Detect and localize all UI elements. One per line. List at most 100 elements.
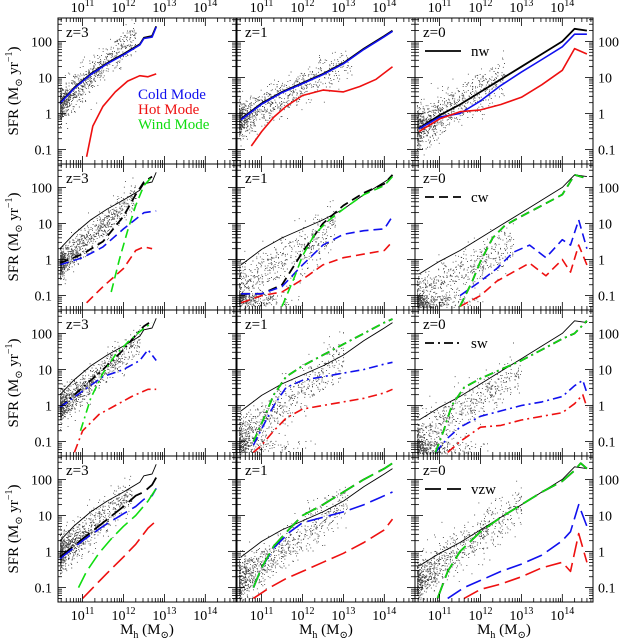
- y-tick-label-right: 0.1: [598, 436, 616, 451]
- panel-plot-area: [239, 318, 393, 456]
- series-cold-line: [240, 30, 393, 121]
- x-tick-label: 1012: [111, 606, 135, 624]
- x-tick-base: 10: [372, 609, 386, 624]
- panel-z-label: z=3: [66, 463, 89, 479]
- series-hot-line: [459, 244, 588, 308]
- x-tick-label: 1011: [428, 606, 452, 624]
- x-label-unit-sub: ⊙: [518, 630, 526, 640]
- panel-sw-2: z=0 sw 0.1 1 10 100: [414, 309, 619, 457]
- mode-legend-label: Hot Mode: [138, 102, 200, 118]
- x-tick-exponent: 11: [85, 0, 95, 9]
- x-tick-exponent: 14: [386, 606, 396, 617]
- x-tick-label: 1014: [193, 0, 217, 16]
- x-label-sub: h: [312, 630, 317, 640]
- y-tick-label: 0.1: [35, 144, 53, 159]
- y-tick-label-right: 100: [598, 35, 619, 50]
- model-legend-label: nw: [471, 44, 490, 60]
- series-nw_total-line: [59, 464, 157, 542]
- x-tick-base: 10: [152, 1, 166, 16]
- x-tick-base: 10: [550, 1, 564, 16]
- galaxy-points: [417, 223, 515, 310]
- x-tick-exponent: 13: [345, 606, 355, 617]
- x-label-sub: h: [133, 630, 138, 640]
- series-hot-line: [250, 66, 393, 147]
- y-label-unit: ): [6, 46, 22, 51]
- x-label-sub: h: [490, 630, 495, 640]
- series-cold-line: [434, 379, 588, 453]
- y-label-sub: ⊙: [14, 516, 25, 524]
- y-tick-label: 1: [45, 400, 52, 415]
- panel-z-label: z=0: [423, 171, 446, 187]
- x-label-unit-sub: ⊙: [340, 630, 348, 640]
- x-tick-label: 1011: [71, 0, 95, 16]
- y-tick-label-right: 10: [598, 509, 612, 524]
- y-label-unit: ): [6, 484, 22, 489]
- series-total-line: [418, 27, 588, 129]
- panel-plot-area: [239, 462, 394, 602]
- series-cold-line: [459, 219, 588, 297]
- x-label-main: M: [477, 622, 490, 638]
- y-label-sup: −1: [4, 343, 15, 354]
- panel-z-label: z=0: [423, 25, 446, 41]
- x-tick-base: 10: [550, 609, 564, 624]
- y-label-main: SFR: [6, 547, 22, 574]
- y-tick-label: 10: [38, 509, 52, 524]
- y-tick-label: 10: [38, 363, 52, 378]
- panel-plot-area: [417, 173, 588, 310]
- y-tick-label-right: 100: [598, 327, 619, 342]
- y-label-unit: (M: [6, 379, 22, 401]
- y-label-unit: (M: [6, 525, 22, 547]
- series-hot-line: [447, 393, 588, 454]
- series-cold-line: [418, 33, 587, 130]
- x-tick-label: 1014: [372, 0, 396, 16]
- mode-legend-label: Cold Mode: [138, 87, 206, 103]
- series-hot-line: [252, 518, 394, 600]
- series-wind-line: [252, 462, 393, 588]
- model-legend-label: sw: [471, 336, 488, 352]
- series-wind-line: [436, 462, 588, 599]
- x-tick-exponent: 12: [482, 606, 492, 617]
- y-tick-label: 100: [31, 181, 52, 196]
- x-tick-exponent: 12: [304, 0, 314, 9]
- y-tick-label: 100: [31, 473, 52, 488]
- x-tick-base: 10: [468, 609, 482, 624]
- panel-z-label: z=1: [245, 317, 268, 333]
- x-tick-exponent: 14: [207, 0, 217, 9]
- x-tick-base: 10: [468, 1, 482, 16]
- series-wind-line: [79, 321, 153, 432]
- series-cold-line: [252, 361, 393, 446]
- x-tick-base: 10: [71, 609, 85, 624]
- x-tick-label: 1014: [193, 606, 217, 624]
- y-tick-label: 10: [38, 217, 52, 232]
- y-tick-label: 10: [38, 71, 52, 86]
- panel-frame: [414, 455, 594, 603]
- x-label-unit: ): [169, 622, 174, 638]
- model-legend-label: cw: [471, 190, 489, 206]
- galaxy-points: [417, 50, 506, 160]
- x-tick-label: 1013: [509, 0, 533, 16]
- y-label-main: SFR: [6, 109, 22, 136]
- galaxy-points: [417, 342, 522, 456]
- x-tick-label: 1011: [250, 0, 274, 16]
- galaxy-points: [239, 50, 353, 147]
- galaxy-points: [239, 200, 336, 310]
- series-wind-line: [459, 174, 588, 307]
- y-tick-label-right: 0.1: [598, 144, 616, 159]
- y-tick-label-right: 0.1: [598, 582, 616, 597]
- x-tick-base: 10: [428, 609, 442, 624]
- x-tick-base: 10: [509, 1, 523, 16]
- x-tick-label: 1014: [550, 606, 574, 624]
- x-tick-exponent: 13: [523, 606, 533, 617]
- x-tick-exponent: 13: [345, 0, 355, 9]
- series-wind-line: [77, 487, 157, 588]
- x-tick-label: 1012: [468, 606, 492, 624]
- x-tick-base: 10: [428, 1, 442, 16]
- panel-z-label: z=3: [66, 25, 89, 41]
- y-tick-label-right: 1: [598, 108, 605, 123]
- x-tick-base: 10: [152, 609, 166, 624]
- x-label-unit: (M: [495, 622, 517, 638]
